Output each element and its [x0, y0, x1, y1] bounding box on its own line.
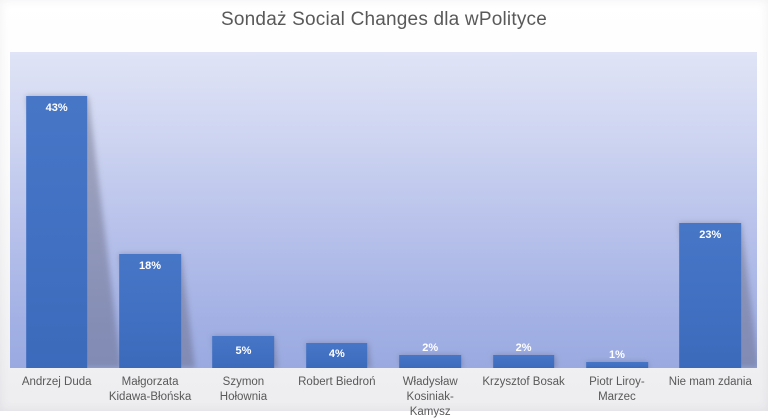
bar-value-label: 2% — [422, 342, 439, 355]
category-label: Nie mam zdania — [668, 376, 752, 388]
bar-value-label: 1% — [608, 348, 625, 361]
chart-title: Sondaż Social Changes dla wPolityce — [221, 9, 547, 30]
bar-column: 2% — [384, 52, 477, 368]
bar — [492, 355, 555, 368]
plot-area: 43% 18% 5% 4% 2% 2% 1% 23% — [10, 52, 757, 368]
bar-value-label: 43% — [45, 102, 68, 115]
bar: 43% — [25, 96, 88, 368]
bar: 18% — [119, 254, 181, 368]
bar-column: 5% — [197, 52, 290, 368]
category-label: Piotr Liroy-Marzec — [589, 376, 645, 403]
bar: 4% — [306, 342, 368, 368]
bar: 5% — [212, 336, 275, 368]
category-axis: Andrzej Duda Małgorzata Kidawa-Błońska Szy… — [10, 375, 757, 420]
category-label: Szymon Hołownia — [219, 376, 268, 403]
bar-column: 23% — [664, 52, 757, 368]
bar-column: 18% — [103, 52, 196, 368]
bar-column: 43% — [10, 52, 121, 368]
category-label: Krzysztof Bosak — [482, 376, 565, 388]
bar-value-label: 23% — [699, 228, 722, 241]
bar-value-label: 5% — [235, 344, 252, 357]
bar-column: 1% — [570, 52, 663, 368]
category-label: Małgorzata Kidawa-Błońska — [108, 376, 192, 403]
bars-container: 43% 18% 5% 4% 2% 2% 1% 23% — [10, 52, 757, 368]
plot-wrap: 43% 18% 5% 4% 2% 2% 1% 23% Andrzej Duda Małgorza… — [10, 52, 757, 420]
bar-value-label: 2% — [515, 342, 532, 355]
bar-value-label: 18% — [139, 260, 162, 273]
bar-column: 2% — [477, 52, 570, 368]
bar — [586, 361, 648, 368]
category-label: Władysław Kosiniak-Kamysz — [402, 376, 458, 418]
bar — [399, 355, 461, 368]
bar-value-label: 4% — [328, 347, 345, 360]
category-label: Robert Biedroń — [298, 376, 376, 388]
category-label: Andrzej Duda — [21, 376, 92, 388]
bar: 23% — [679, 222, 742, 368]
bar-column: 4% — [290, 52, 383, 368]
